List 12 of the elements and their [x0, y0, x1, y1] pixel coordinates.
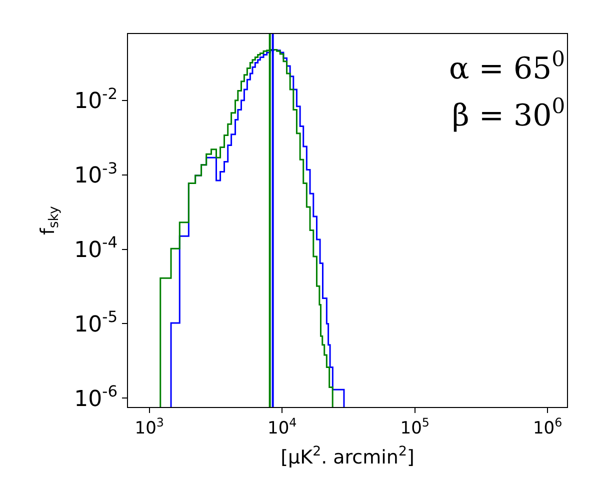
- x-tick-label: 10$^{6}$: [532, 415, 562, 438]
- y-tick-label: 10$^{-5}$: [74, 308, 118, 338]
- y-tick-label: 10$^{-6}$: [74, 382, 118, 412]
- annotation: β = 30$^{0}$: [452, 94, 566, 134]
- x-tick-label: 10$^{3}$: [134, 415, 164, 438]
- x-axis-title: [μK$^{2}$. arcmin$^{2}$]: [280, 444, 414, 468]
- y-tick-label: 10$^{-3}$: [74, 159, 118, 189]
- x-tick-label: 10$^{4}$: [268, 415, 297, 438]
- y-tick-label: 10$^{-4}$: [74, 234, 118, 263]
- y-tick-label: 10$^{-2}$: [74, 84, 118, 114]
- annotation: α = 65$^{0}$: [449, 47, 566, 87]
- x-tick-label: 10$^{5}$: [400, 415, 430, 438]
